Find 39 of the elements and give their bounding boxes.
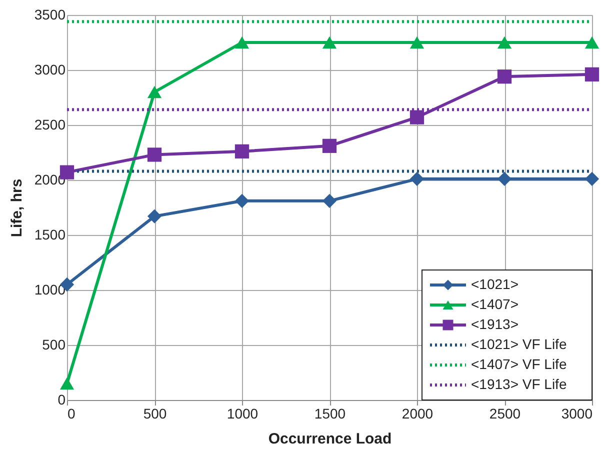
legend-label: <1021> VF Life xyxy=(471,336,567,352)
y-tick-label: 500 xyxy=(42,336,66,352)
point xyxy=(147,148,162,162)
point xyxy=(410,172,424,186)
point xyxy=(322,194,337,208)
legend-label: <1021> xyxy=(471,276,518,292)
y-axis-title: Life, hrs xyxy=(8,178,26,238)
point xyxy=(497,172,512,186)
point xyxy=(147,209,162,224)
x-tick-label: 2500 xyxy=(489,406,521,422)
point xyxy=(234,194,250,208)
legend-label: <1913> xyxy=(471,316,518,332)
x-tick-label: 3000 xyxy=(561,406,593,422)
legend-label: <1407> VF Life xyxy=(471,356,567,372)
point xyxy=(234,144,250,158)
point xyxy=(410,110,424,124)
point xyxy=(497,36,512,49)
x-axis-title: Occurrence Load xyxy=(268,430,392,448)
x-tick-label: 1500 xyxy=(314,406,346,422)
x-tick-label: 2000 xyxy=(402,406,434,422)
point xyxy=(322,138,337,153)
point xyxy=(584,67,600,82)
y-tick-label: 3500 xyxy=(34,6,66,22)
point xyxy=(234,36,250,49)
point xyxy=(60,377,74,390)
point xyxy=(322,36,337,49)
point xyxy=(147,86,162,98)
point xyxy=(584,172,600,186)
legend-label: <1913> VF Life xyxy=(471,376,567,392)
legend-label: <1407> xyxy=(471,296,518,312)
y-tick-label: 0 xyxy=(58,392,66,408)
y-tick-label: 1500 xyxy=(34,226,66,242)
y-tick-label: 2500 xyxy=(34,116,66,132)
x-tick-label: 1000 xyxy=(226,406,258,422)
y-tick-label: 3000 xyxy=(34,62,66,78)
point xyxy=(584,36,600,49)
x-tick-label: 500 xyxy=(143,406,167,422)
point xyxy=(497,70,512,84)
point xyxy=(410,36,424,49)
